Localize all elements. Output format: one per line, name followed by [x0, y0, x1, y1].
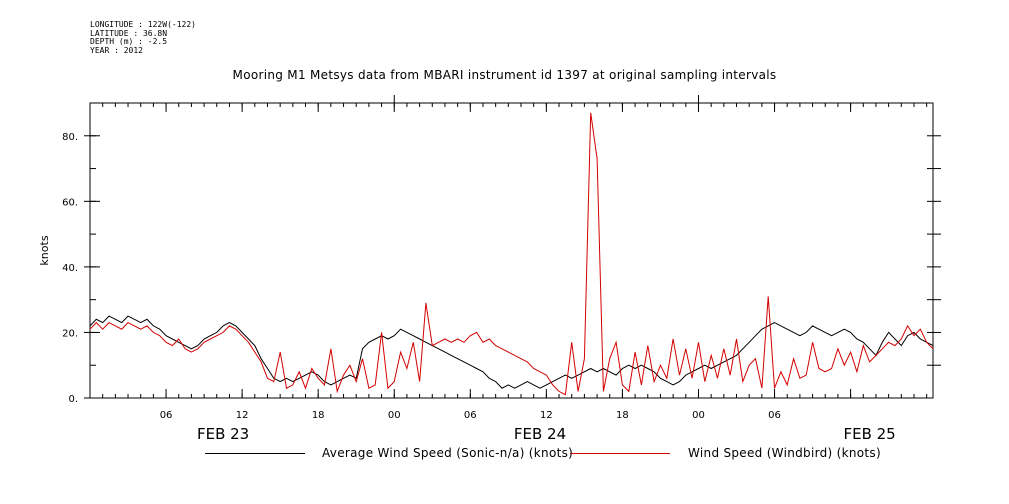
y-axis-label: knots — [38, 235, 51, 265]
y-tick-label: 80. — [62, 132, 78, 143]
chart-title: Mooring M1 Metsys data from MBARI instru… — [232, 68, 777, 82]
series-line-sonic — [89, 315, 934, 389]
y-tick-label: 40. — [62, 263, 78, 274]
metadata-block: LONGITUDE : 122W(-122) LATITUDE : 36.8N … — [90, 20, 196, 55]
x-tick-label: 12 — [540, 410, 553, 421]
plot-frame — [89, 102, 934, 399]
x-tick-label: 06 — [768, 410, 781, 421]
date-label: FEB 23 — [197, 425, 249, 443]
x-tick-label: 06 — [464, 410, 477, 421]
longitude-label: LONGITUDE : 122W(-122) — [90, 20, 196, 29]
y-tick-label: 20. — [62, 328, 78, 339]
legend-label-sonic: Average Wind Speed (Sonic-n/a) (knots) — [322, 446, 574, 460]
x-tick-label: 12 — [236, 410, 249, 421]
x-tick-label: 18 — [312, 410, 325, 421]
legend-label-windbird: Wind Speed (Windbird) (knots) — [688, 446, 881, 460]
x-tick-label: 00 — [388, 410, 401, 421]
x-tick-label: 18 — [616, 410, 629, 421]
x-tick-label: 06 — [160, 410, 173, 421]
series-line-windbird — [89, 112, 934, 396]
date-label: FEB 25 — [843, 425, 895, 443]
date-label: FEB 24 — [514, 425, 566, 443]
legend-line-sonic — [205, 453, 305, 454]
depth-label: DEPTH (m) : -2.5 — [90, 37, 168, 46]
y-tick-label: 0. — [68, 394, 78, 405]
legend-line-windbird — [570, 453, 670, 454]
year-label: YEAR : 2012 — [90, 45, 143, 55]
x-tick-label: 00 — [692, 410, 705, 421]
latitude-label: LATITUDE : 36.8N — [90, 28, 168, 38]
y-tick-label: 60. — [62, 197, 78, 208]
